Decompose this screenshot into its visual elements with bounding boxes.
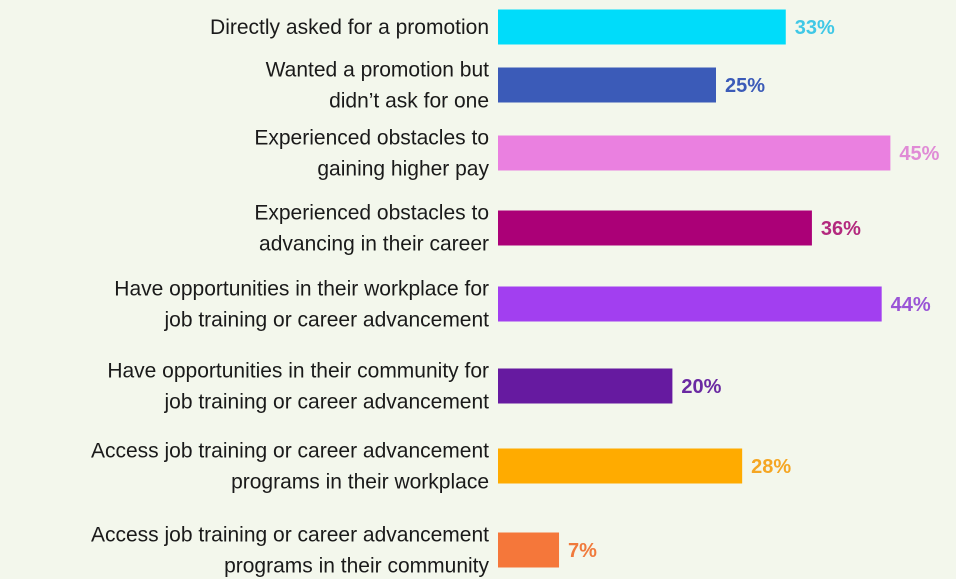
value-label: 25%: [725, 75, 765, 97]
bar: [498, 67, 716, 103]
category-label: Have opportunities in their workplace fo…: [114, 278, 489, 332]
category-label: Access job training or career advancemen…: [91, 524, 490, 578]
bar: [498, 135, 891, 171]
bars: [498, 9, 891, 568]
bar: [498, 532, 560, 568]
value-label: 45%: [899, 143, 939, 165]
category-label-line: Access job training or career advancemen…: [91, 524, 489, 547]
value-label: 20%: [681, 376, 721, 398]
category-label-line: advancing in their career: [259, 233, 489, 256]
category-label: Access job training or career advancemen…: [91, 440, 489, 494]
bar: [498, 9, 786, 45]
category-label: Experienced obstacles to gaining higher p…: [254, 127, 489, 181]
value-label: 44%: [891, 294, 931, 316]
category-label: Directly asked for a promotion: [210, 16, 489, 39]
value-label: 28%: [751, 456, 791, 478]
bar: [498, 210, 812, 246]
category-label-line: Wanted a promotion but: [266, 59, 490, 82]
value-label: 36%: [821, 218, 861, 240]
value-labels: 33% 25% 45% 36% 44% 20% 28% 7%: [568, 17, 940, 562]
category-label: Wanted a promotion but didn’t ask for one: [266, 59, 490, 113]
bar: [498, 448, 743, 484]
category-label-line: programs in their community: [224, 555, 489, 578]
bar: [498, 368, 673, 404]
category-label-line: Have opportunities in their workplace fo…: [114, 278, 489, 301]
category-label: Experienced obstacles to advancing in the…: [254, 202, 489, 256]
category-label-line: Experienced obstacles to: [254, 127, 489, 150]
category-label-line: didn’t ask for one: [329, 90, 489, 113]
value-label: 7%: [568, 540, 597, 562]
category-label-line: job training or career advancement: [163, 391, 489, 414]
bar: [498, 286, 882, 322]
category-label-line: gaining higher pay: [317, 158, 489, 181]
category-label-line: Have opportunities in their community fo…: [107, 360, 489, 383]
category-label-line: Access job training or career advancemen…: [91, 440, 489, 463]
category-label-line: programs in their workplace: [231, 471, 489, 494]
category-label-line: Directly asked for a promotion: [210, 16, 489, 39]
value-label: 33%: [795, 17, 835, 39]
category-label-line: Experienced obstacles to: [254, 202, 489, 225]
category-labels: Directly asked for a promotion Wanted a p…: [91, 16, 490, 578]
category-label: Have opportunities in their community fo…: [107, 360, 489, 414]
category-label-line: job training or career advancement: [163, 309, 489, 332]
